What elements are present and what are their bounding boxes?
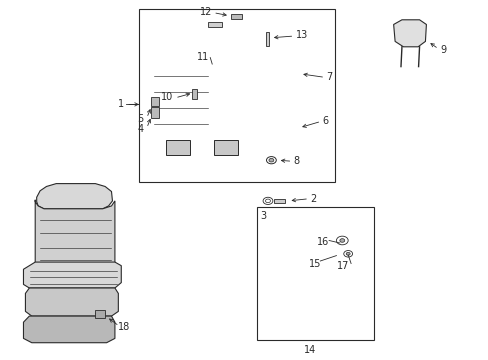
Text: 14: 14 [303,345,316,355]
Text: 12: 12 [200,7,212,17]
Bar [139,9,334,182]
Polygon shape [268,229,351,262]
Bar [214,140,237,155]
Polygon shape [23,262,121,288]
Polygon shape [268,219,355,229]
Circle shape [346,252,349,255]
Circle shape [343,251,352,257]
Bar [273,199,284,203]
Text: 15: 15 [308,258,321,269]
Bar [207,22,222,27]
Polygon shape [23,316,115,343]
Bar [95,310,105,318]
Polygon shape [35,200,115,267]
Text: 4: 4 [137,124,143,134]
Polygon shape [393,20,426,47]
Text: 13: 13 [295,30,307,40]
Polygon shape [37,184,112,209]
Bar [230,14,241,19]
Bar [150,97,159,106]
Bar [256,207,373,340]
Text: 8: 8 [293,156,299,166]
Polygon shape [150,39,210,142]
Text: 16: 16 [316,237,328,247]
Polygon shape [25,288,118,316]
Bar [192,89,197,99]
Text: 11: 11 [197,52,209,62]
Text: 5: 5 [137,114,143,124]
Bar [166,140,189,155]
Bar [265,32,269,46]
Circle shape [265,199,270,203]
Text: 7: 7 [326,72,332,82]
Text: 10: 10 [161,92,173,102]
Text: 9: 9 [439,45,446,55]
Text: 18: 18 [118,322,130,332]
Circle shape [268,158,273,162]
Circle shape [336,236,347,245]
Circle shape [266,157,276,164]
Polygon shape [210,38,299,161]
Circle shape [263,197,272,204]
Circle shape [339,239,344,242]
Text: 2: 2 [310,194,316,204]
Text: 6: 6 [322,116,328,126]
Bar [150,107,159,118]
Text: 17: 17 [337,261,349,271]
Text: 3: 3 [260,211,265,221]
Polygon shape [204,60,221,146]
Polygon shape [351,224,355,258]
Text: 1: 1 [117,99,123,109]
